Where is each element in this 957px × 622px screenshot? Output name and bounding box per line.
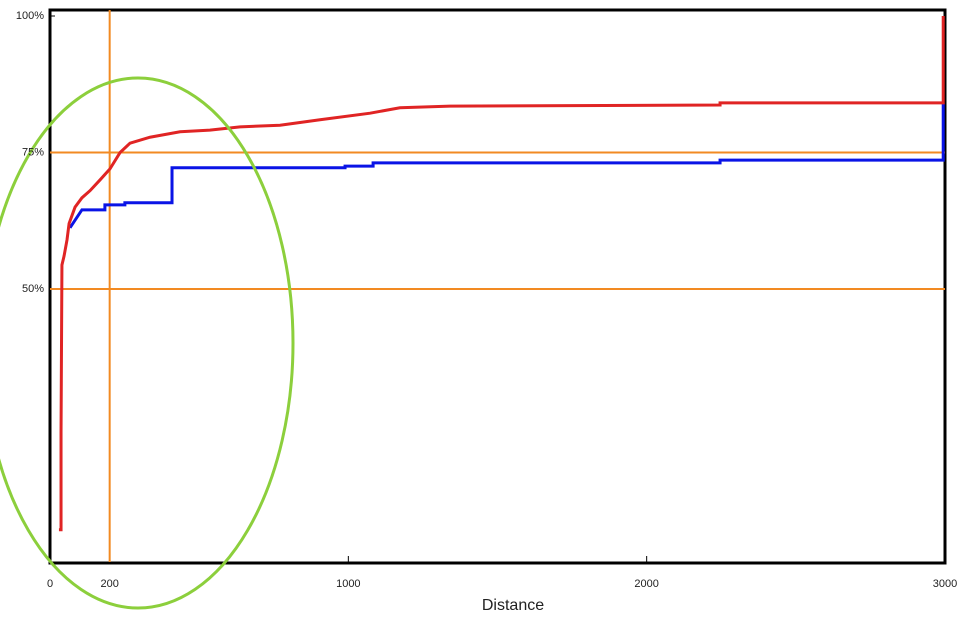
y-tick-label: 75% xyxy=(22,146,44,158)
x-tick-label: 2000 xyxy=(634,578,658,590)
y-tick-label: 50% xyxy=(22,283,44,295)
x-tick-label: 1000 xyxy=(336,578,360,590)
x-tick-label: 200 xyxy=(100,578,118,590)
x-tick-label: 0 xyxy=(47,578,53,590)
plot-frame xyxy=(48,8,947,565)
marks xyxy=(49,10,946,562)
highlight-ellipse xyxy=(0,76,295,610)
x-axis-label: Distance xyxy=(482,597,544,614)
series-line xyxy=(58,16,945,532)
y-tick-label: 100% xyxy=(16,10,44,22)
x-tick-label: 3000 xyxy=(933,578,957,590)
series-line xyxy=(68,103,945,229)
